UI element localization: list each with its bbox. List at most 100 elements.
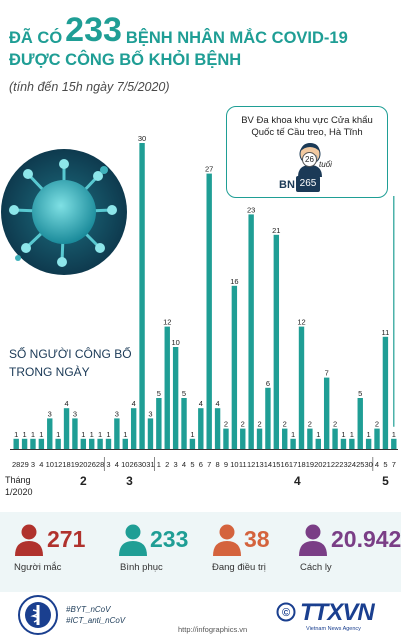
bar xyxy=(156,398,162,449)
patient-code-number: 265 xyxy=(296,176,320,192)
bar-value-label: 1 xyxy=(98,430,102,439)
bar xyxy=(357,398,363,449)
bar xyxy=(231,285,238,449)
bar-value-label: 1 xyxy=(23,430,27,439)
bar xyxy=(323,377,330,449)
x-tick-label: 31 xyxy=(146,460,154,469)
x-tick-label: 18 xyxy=(62,460,70,469)
bar xyxy=(223,428,229,449)
x-tick-label: 4 xyxy=(375,460,379,469)
stat-quarantine-value: 20.942 xyxy=(331,526,401,552)
stat-quarantine: 20.942 Cách ly xyxy=(298,524,401,573)
bar xyxy=(315,438,321,449)
x-axis-label-line-1: Tháng xyxy=(5,475,31,485)
x-tick-label: 9 xyxy=(224,460,228,469)
subtitle-date: (tính đến 15h ngày 7/5/2020) xyxy=(9,80,170,94)
hospital-name: BV Đa khoa khu vực Cửa khẩu Quốc tế Cầu … xyxy=(227,115,387,139)
bar xyxy=(114,418,120,449)
bar-value-label: 27 xyxy=(205,165,213,174)
bar xyxy=(181,398,187,449)
bar xyxy=(198,408,204,449)
ttxvn-logo-subtitle: Vietnam News Agency xyxy=(306,626,361,632)
x-tick-label: 23 xyxy=(339,460,347,469)
bar xyxy=(340,438,347,449)
x-tick-label: 8 xyxy=(216,460,220,469)
bar xyxy=(214,408,221,449)
bar-value-label: 1 xyxy=(392,430,396,439)
x-tick-label: 4 xyxy=(182,460,186,469)
bar-value-label: 12 xyxy=(163,318,171,327)
person-icon xyxy=(15,524,43,556)
x-tick-label: 12 xyxy=(247,460,255,469)
bar xyxy=(189,438,196,449)
patient-code-label: BN xyxy=(279,179,295,191)
bar xyxy=(290,438,296,449)
bar-value-label: 4 xyxy=(64,399,68,408)
x-tick-label: 25 xyxy=(356,460,364,469)
bar xyxy=(89,438,95,449)
bar-value-label: 2 xyxy=(308,420,312,429)
x-tick-label: 19 xyxy=(71,460,79,469)
x-tick-label: 20 xyxy=(314,460,322,469)
x-tick-label: 28 xyxy=(96,460,104,469)
month-label: 2 xyxy=(80,474,87,488)
bar-value-label: 1 xyxy=(39,430,43,439)
bar-value-label: 2 xyxy=(333,420,337,429)
summary-stats: 271 Người mắc 233 Bình phục 38 Đang điều… xyxy=(0,512,401,592)
bar-value-label: 1 xyxy=(106,430,110,439)
x-tick-label: 17 xyxy=(289,460,297,469)
x-tick-label: 2 xyxy=(165,460,169,469)
bar-value-label: 5 xyxy=(358,389,362,398)
bar xyxy=(365,438,372,449)
source-url[interactable]: http://infographics.vn xyxy=(178,625,248,634)
stat-treating: 38 Đang điều trị xyxy=(212,524,270,573)
x-tick-label: 30 xyxy=(364,460,372,469)
x-tick-label: 29 xyxy=(20,460,28,469)
bar xyxy=(105,438,112,449)
bar xyxy=(139,143,145,449)
hospital-line-2: Quốc tế Cầu treo, Hà Tĩnh xyxy=(251,127,363,138)
bar xyxy=(147,418,154,449)
bar-value-label: 12 xyxy=(297,318,305,327)
bar xyxy=(307,428,313,449)
x-tick-label: 7 xyxy=(392,460,396,469)
stat-recovered-label: Bình phục xyxy=(120,562,163,573)
hospital-line-1: BV Đa khoa khu vực Cửa khẩu xyxy=(241,115,373,126)
bar xyxy=(80,438,87,449)
bar-value-label: 1 xyxy=(123,430,127,439)
bar-value-label: 2 xyxy=(375,420,379,429)
bar-value-label: 1 xyxy=(316,430,320,439)
bar-value-label: 2 xyxy=(224,420,228,429)
x-tick-label: 26 xyxy=(130,460,138,469)
stat-treating-value: 38 xyxy=(244,526,270,552)
x-tick-label: 10 xyxy=(230,460,238,469)
bar-value-label: 1 xyxy=(81,430,85,439)
daily-recoveries-chart: 1281291314310112418319120126128133411042… xyxy=(5,134,398,497)
x-tick-label: 5 xyxy=(190,460,194,469)
bar xyxy=(172,347,179,449)
bar-value-label: 1 xyxy=(31,430,35,439)
x-tick-label: 3 xyxy=(174,460,178,469)
person-icon xyxy=(213,524,241,556)
bar xyxy=(72,418,78,449)
bar xyxy=(30,438,36,449)
bar xyxy=(256,428,263,449)
daily-label-line-2: TRONG NGÀY xyxy=(9,365,90,379)
x-tick-label: 20 xyxy=(79,460,87,469)
x-tick-label: 4 xyxy=(115,460,119,469)
title-number: 233 xyxy=(65,11,122,49)
bar-value-label: 23 xyxy=(247,205,255,214)
x-tick-label: 12 xyxy=(54,460,62,469)
hashtag-1: #BYT_nCoV xyxy=(66,605,111,614)
bar-value-label: 1 xyxy=(90,430,94,439)
bar-value-label: 30 xyxy=(138,134,146,143)
bar-value-label: 3 xyxy=(73,409,77,418)
stat-treating-label: Đang điều trị xyxy=(212,562,266,573)
x-tick-label: 16 xyxy=(281,460,289,469)
bar-value-label: 2 xyxy=(283,420,287,429)
person-icon xyxy=(299,524,327,556)
x-tick-label: 10 xyxy=(46,460,54,469)
bar-value-label: 1 xyxy=(291,430,295,439)
bar xyxy=(55,438,61,449)
